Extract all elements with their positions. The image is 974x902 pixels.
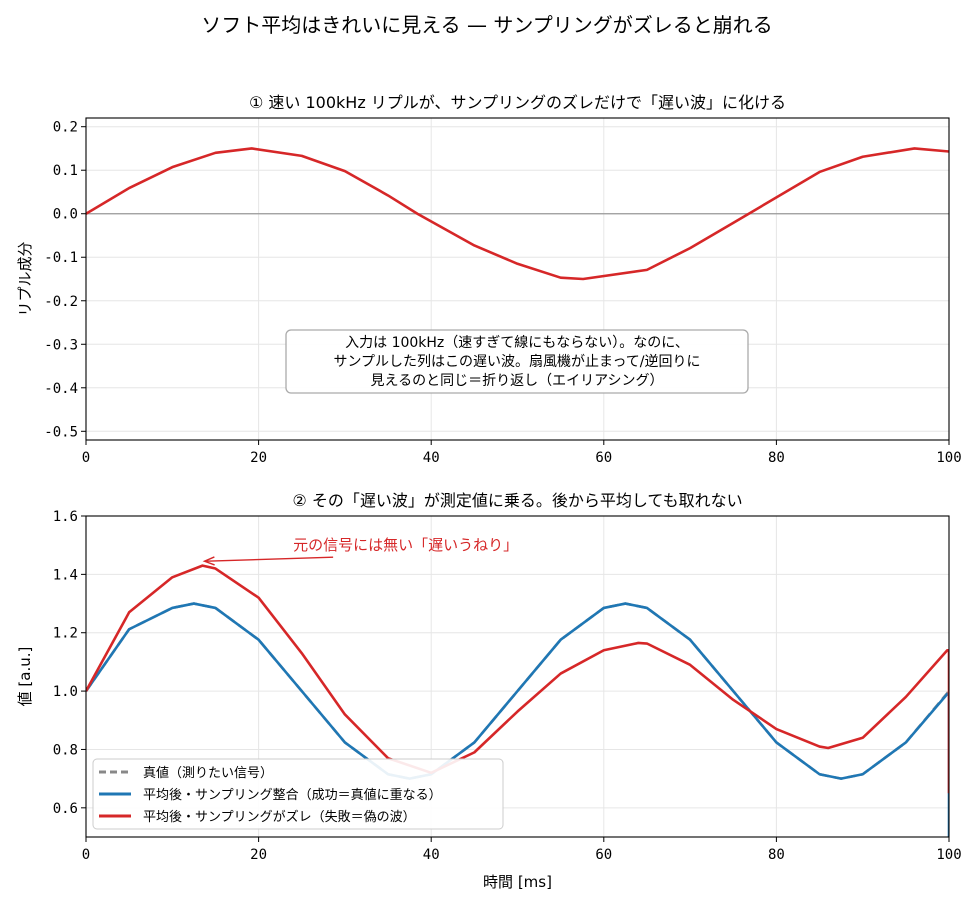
legend-label-1: 真値（測りたい信号） bbox=[143, 765, 273, 781]
x-tick-label: 60 bbox=[595, 450, 612, 466]
series-line-2 bbox=[86, 602, 949, 837]
y-tick-label: -0.1 bbox=[44, 250, 78, 266]
plot-frame bbox=[85, 515, 950, 838]
series-line-3 bbox=[86, 564, 949, 794]
x-tick-label: 0 bbox=[82, 450, 90, 466]
x-tick-label: 80 bbox=[768, 847, 785, 863]
x-axis-label: 時間 [ms] bbox=[483, 873, 552, 891]
y-axis-label: リプル成分 bbox=[16, 241, 34, 316]
bottom-chart-panel: ② その「遅い波」が測定値に乗る。後から平均しても取れない 0 20 40 60 80 10… bbox=[16, 491, 962, 891]
x-tick-label: 20 bbox=[250, 450, 267, 466]
y-axis-label: 値 [a.u.] bbox=[16, 647, 34, 707]
x-tick-label: 100 bbox=[936, 847, 961, 863]
chart-title: ① 速い 100kHz リプルが、サンプリングのズレだけで「遅い波」に化ける bbox=[249, 93, 786, 112]
x-tick-label: 100 bbox=[936, 450, 961, 466]
legend-label-3: 平均後・サンプリングがズレ（失敗＝偽の波） bbox=[143, 809, 416, 825]
x-tick-label: 20 bbox=[250, 847, 267, 863]
series-group bbox=[86, 564, 949, 837]
series-group bbox=[86, 147, 949, 281]
x-tick-label: 40 bbox=[423, 450, 440, 466]
y-tick-label: -0.5 bbox=[44, 424, 78, 440]
annotation-text-line: 入力は 100kHz（速すぎて線にもならない）。なのに、 bbox=[345, 335, 689, 351]
y-tick-label: 1.4 bbox=[53, 567, 78, 583]
legend-box bbox=[92, 758, 504, 830]
x-tick-label: 80 bbox=[768, 450, 785, 466]
annotation-text-line: 見えるのと同じ＝折り返し（エイリアシング） bbox=[370, 373, 663, 389]
y-tick-label: -0.3 bbox=[44, 337, 78, 353]
x-tick-label: 40 bbox=[423, 847, 440, 863]
annotation-arrowhead bbox=[202, 556, 215, 566]
annotation-box bbox=[285, 329, 749, 394]
y-tick-label: -0.2 bbox=[44, 294, 78, 310]
y-tick-label: 0.6 bbox=[53, 801, 78, 817]
y-tick-label: 0.8 bbox=[53, 742, 78, 758]
figure-suptitle: ソフト平均はきれいに見える — サンプリングがズレると崩れる bbox=[201, 13, 773, 37]
y-tick-label: -0.4 bbox=[44, 381, 78, 397]
plot-frame bbox=[85, 117, 950, 441]
x-tick-label: 0 bbox=[82, 847, 90, 863]
annotation-label: 元の信号には無い「遅いうねり」 bbox=[293, 536, 518, 554]
chart-title: ② その「遅い波」が測定値に乗る。後から平均しても取れない bbox=[292, 491, 742, 510]
y-tick-label: 0.0 bbox=[53, 207, 78, 223]
legend-label-2: 平均後・サンプリング整合（成功＝真値に重なる） bbox=[143, 787, 442, 803]
y-tick-label: 1.2 bbox=[53, 626, 78, 642]
y-tick-label: 1.6 bbox=[53, 509, 78, 525]
y-tick-label: 0.1 bbox=[53, 163, 78, 179]
x-tick-label: 60 bbox=[595, 847, 612, 863]
series-line-1 bbox=[86, 147, 949, 281]
y-tick-label: 0.2 bbox=[53, 120, 78, 136]
annotation-arrow-line bbox=[206, 556, 334, 562]
y-tick-label: 1.0 bbox=[53, 684, 78, 700]
annotation-text-line: サンプルした列はこの遅い波。扇風機が止まって/逆回りに bbox=[333, 354, 700, 370]
top-chart-panel: ① 速い 100kHz リプルが、サンプリングのズレだけで「遅い波」に化ける 0 2… bbox=[16, 93, 962, 466]
